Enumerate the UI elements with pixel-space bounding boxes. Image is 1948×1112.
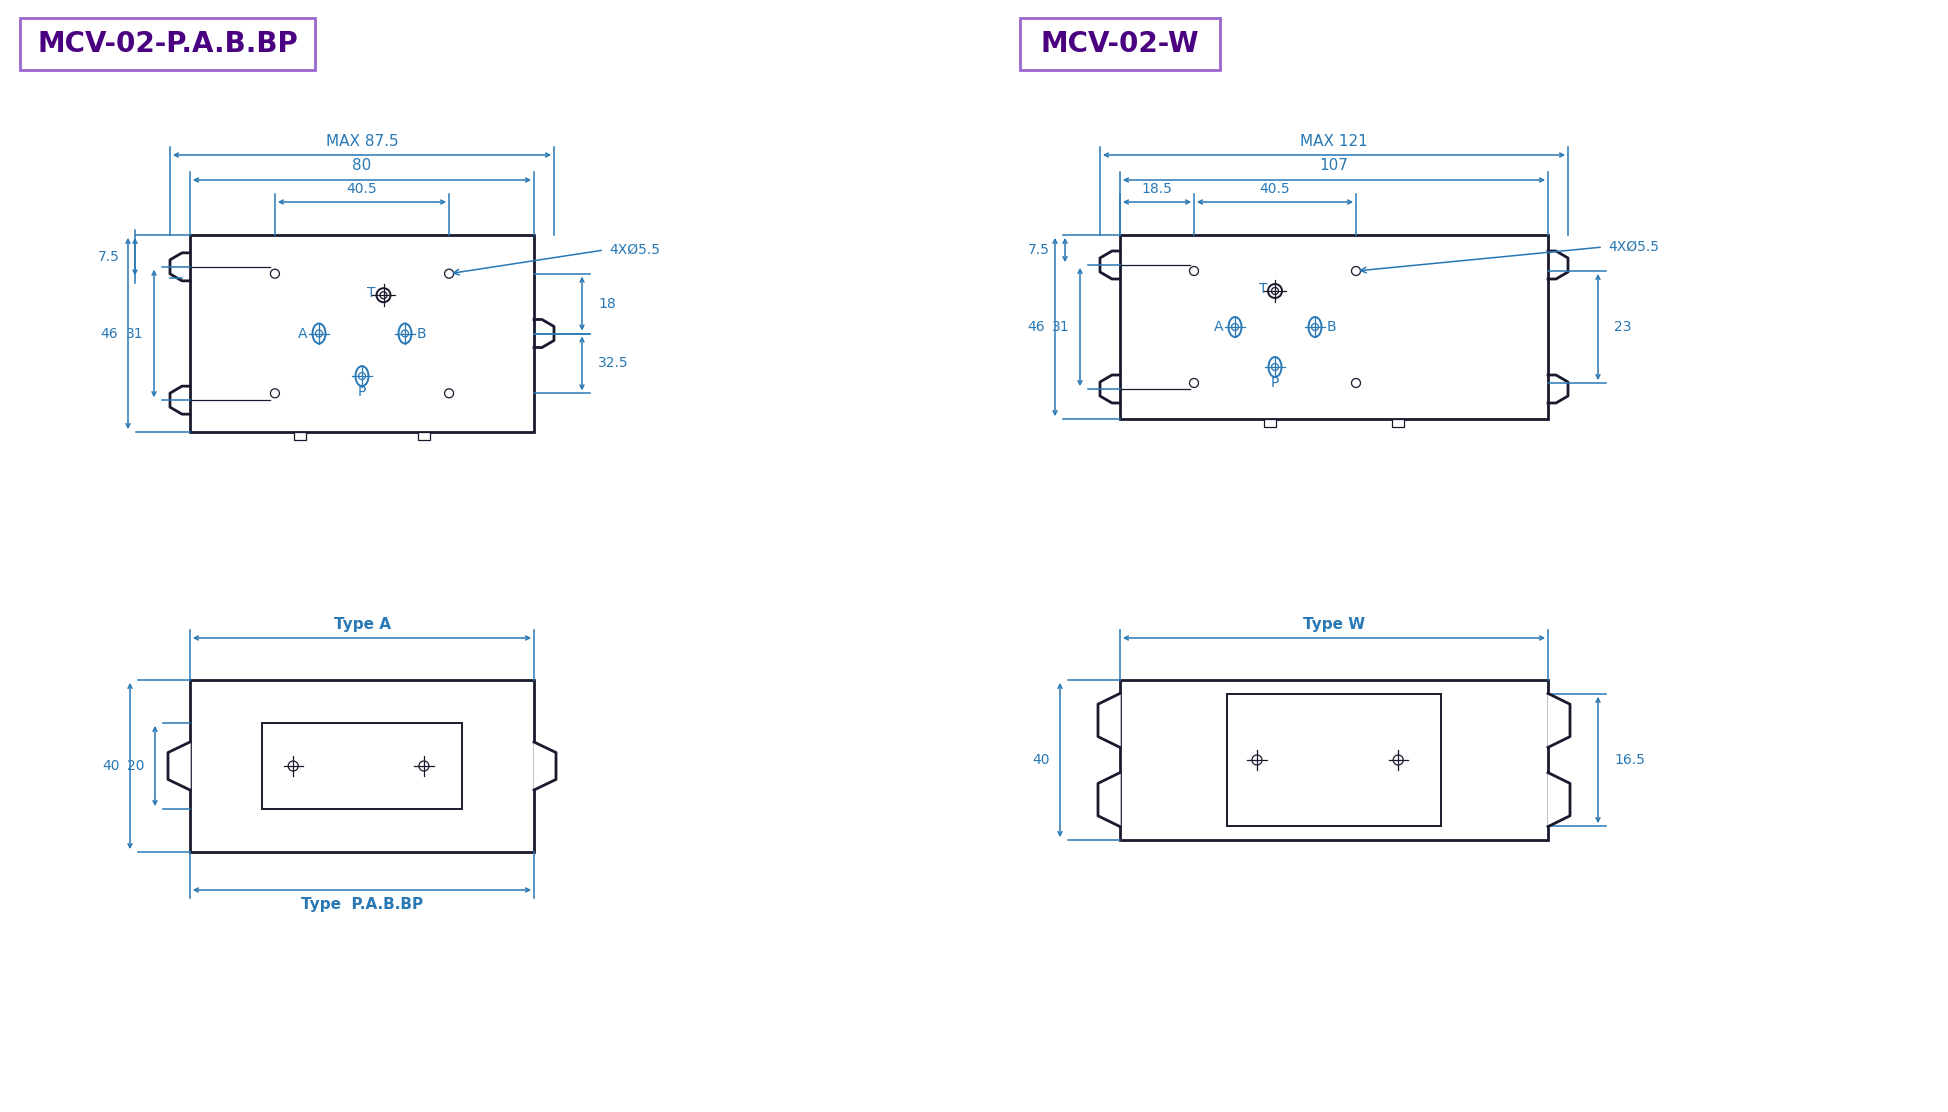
Text: Type W: Type W xyxy=(1303,616,1366,632)
Bar xyxy=(191,681,534,852)
Text: 4XØ5.5: 4XØ5.5 xyxy=(610,244,660,257)
Bar xyxy=(1393,419,1405,427)
Text: B: B xyxy=(1327,320,1336,334)
Polygon shape xyxy=(1549,773,1570,826)
Text: P: P xyxy=(358,385,366,399)
Text: MCV-02-P.A.B.BP: MCV-02-P.A.B.BP xyxy=(37,30,298,58)
Text: P: P xyxy=(1270,376,1280,390)
Polygon shape xyxy=(534,742,555,790)
Text: MAX 121: MAX 121 xyxy=(1299,133,1367,149)
Polygon shape xyxy=(1549,694,1570,747)
Polygon shape xyxy=(1099,773,1120,826)
Text: 20: 20 xyxy=(127,759,144,773)
Bar xyxy=(1021,18,1219,70)
Text: 40.5: 40.5 xyxy=(1260,182,1290,196)
Polygon shape xyxy=(1099,694,1120,747)
Text: T: T xyxy=(1258,282,1268,296)
Text: 7.5: 7.5 xyxy=(97,250,121,264)
Bar xyxy=(191,235,534,431)
Bar xyxy=(294,431,306,440)
Bar xyxy=(1120,235,1549,419)
Text: 4XØ5.5: 4XØ5.5 xyxy=(1607,240,1660,254)
Bar xyxy=(419,431,431,440)
Text: Type  P.A.B.BP: Type P.A.B.BP xyxy=(300,897,423,913)
Text: MCV-02-W: MCV-02-W xyxy=(1040,30,1200,58)
Bar xyxy=(263,723,462,810)
Text: 32.5: 32.5 xyxy=(598,357,629,370)
Text: 107: 107 xyxy=(1319,159,1348,173)
Bar xyxy=(1264,419,1276,427)
Text: 18.5: 18.5 xyxy=(1142,182,1173,196)
Text: 40.5: 40.5 xyxy=(347,182,378,196)
Text: 80: 80 xyxy=(353,159,372,173)
Text: A: A xyxy=(1214,320,1223,334)
Text: 40: 40 xyxy=(103,759,121,773)
Text: 16.5: 16.5 xyxy=(1615,753,1644,767)
Text: 18: 18 xyxy=(598,297,616,310)
Text: B: B xyxy=(417,327,427,340)
Text: 40: 40 xyxy=(1032,753,1050,767)
Bar xyxy=(1120,681,1549,840)
Text: T: T xyxy=(368,286,376,300)
Text: 7.5: 7.5 xyxy=(1029,244,1050,257)
Polygon shape xyxy=(168,742,191,790)
Text: 31: 31 xyxy=(127,327,144,340)
Text: 46: 46 xyxy=(101,327,119,340)
Text: 23: 23 xyxy=(1615,320,1632,334)
Bar xyxy=(1227,694,1442,826)
Bar xyxy=(19,18,316,70)
Text: Type A: Type A xyxy=(333,616,390,632)
Text: 31: 31 xyxy=(1052,320,1069,334)
Text: A: A xyxy=(298,327,308,340)
Text: 46: 46 xyxy=(1027,320,1044,334)
Text: MAX 87.5: MAX 87.5 xyxy=(325,133,397,149)
